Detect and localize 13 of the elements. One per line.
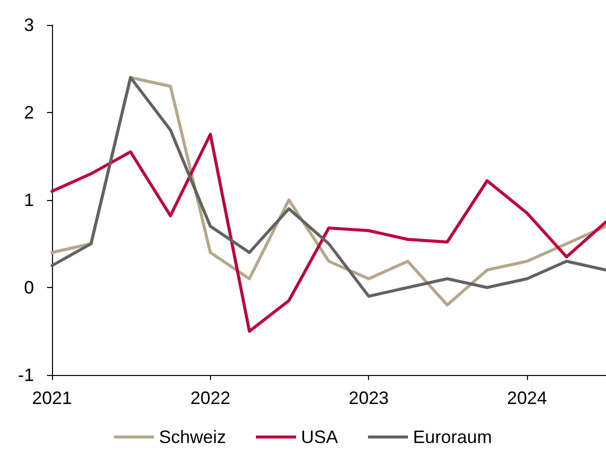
y-tick-label: 3 [24, 15, 34, 35]
legend-label: Schweiz [158, 427, 226, 447]
x-tick-label: 2022 [190, 388, 230, 408]
x-tick-label: 2021 [32, 388, 72, 408]
x-tick-label: 2023 [348, 388, 389, 408]
y-tick-label: -1 [18, 365, 34, 385]
y-tick-label: 2 [24, 102, 34, 122]
x-tick-label: 2024 [507, 388, 548, 408]
legend-label: USA [300, 427, 338, 447]
y-tick-label: 0 [24, 278, 34, 298]
legend-label: Euroraum [413, 427, 492, 447]
y-tick-label: 1 [24, 190, 34, 210]
line-series [50, 132, 606, 333]
